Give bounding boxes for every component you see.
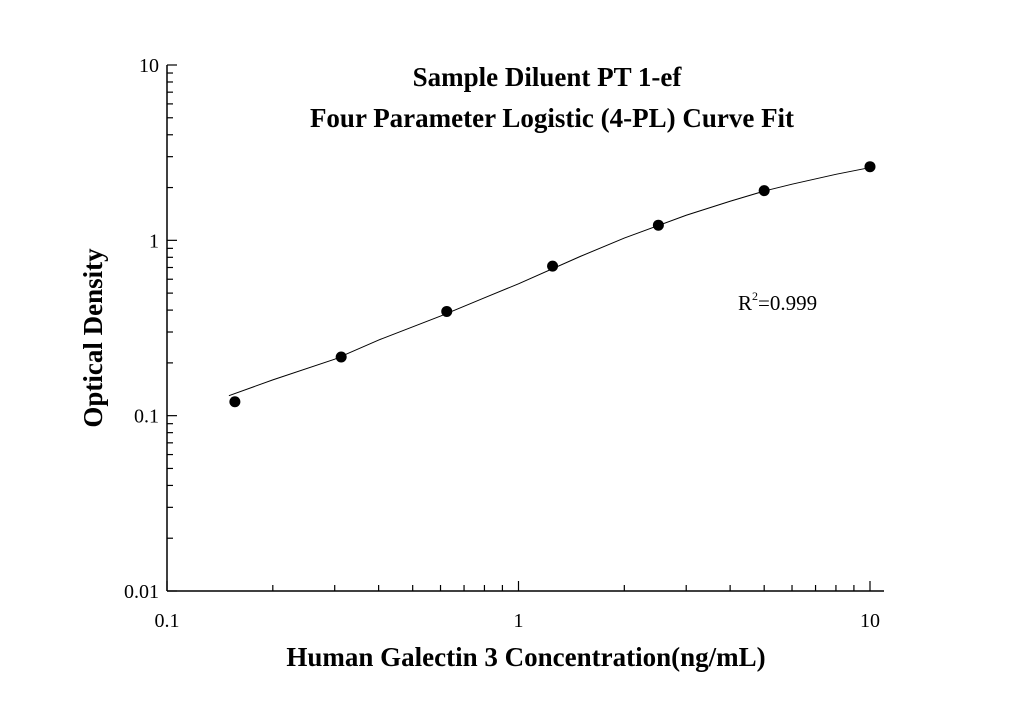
y-tick-label: 0.1	[134, 406, 159, 428]
y-axis-label: Optical Density	[78, 248, 108, 428]
data-points	[229, 161, 876, 408]
r-squared-value: =0.999	[758, 291, 817, 315]
ticks	[166, 64, 871, 592]
data-point	[652, 219, 664, 231]
r-squared-base: R	[738, 291, 752, 315]
data-point	[547, 260, 559, 272]
axes	[166, 65, 884, 592]
fit-curve	[228, 167, 871, 397]
data-point	[229, 396, 241, 408]
y-tick-label: 0.01	[124, 581, 159, 603]
x-axis-label: Human Galectin 3 Concentration(ng/mL)	[286, 642, 765, 672]
data-point	[335, 351, 347, 363]
data-point	[758, 185, 770, 197]
y-tick-label: 1	[149, 230, 159, 252]
chart-subtitle: Four Parameter Logistic (4-PL) Curve Fit	[310, 103, 794, 133]
data-point	[441, 305, 453, 317]
r-squared-annotation: R2=0.999	[738, 289, 817, 315]
x-tick-label: 1	[514, 610, 524, 632]
chart-title: Sample Diluent PT 1-ef	[413, 62, 683, 92]
x-tick-label: 10	[860, 610, 880, 632]
r-squared-superscript: 2	[752, 289, 758, 303]
y-tick-label: 10	[139, 55, 159, 77]
tick-labels: 0.1 1 10 0.01 0.1 1 10	[124, 55, 880, 632]
data-point	[864, 161, 876, 173]
x-tick-label: 0.1	[155, 610, 180, 632]
